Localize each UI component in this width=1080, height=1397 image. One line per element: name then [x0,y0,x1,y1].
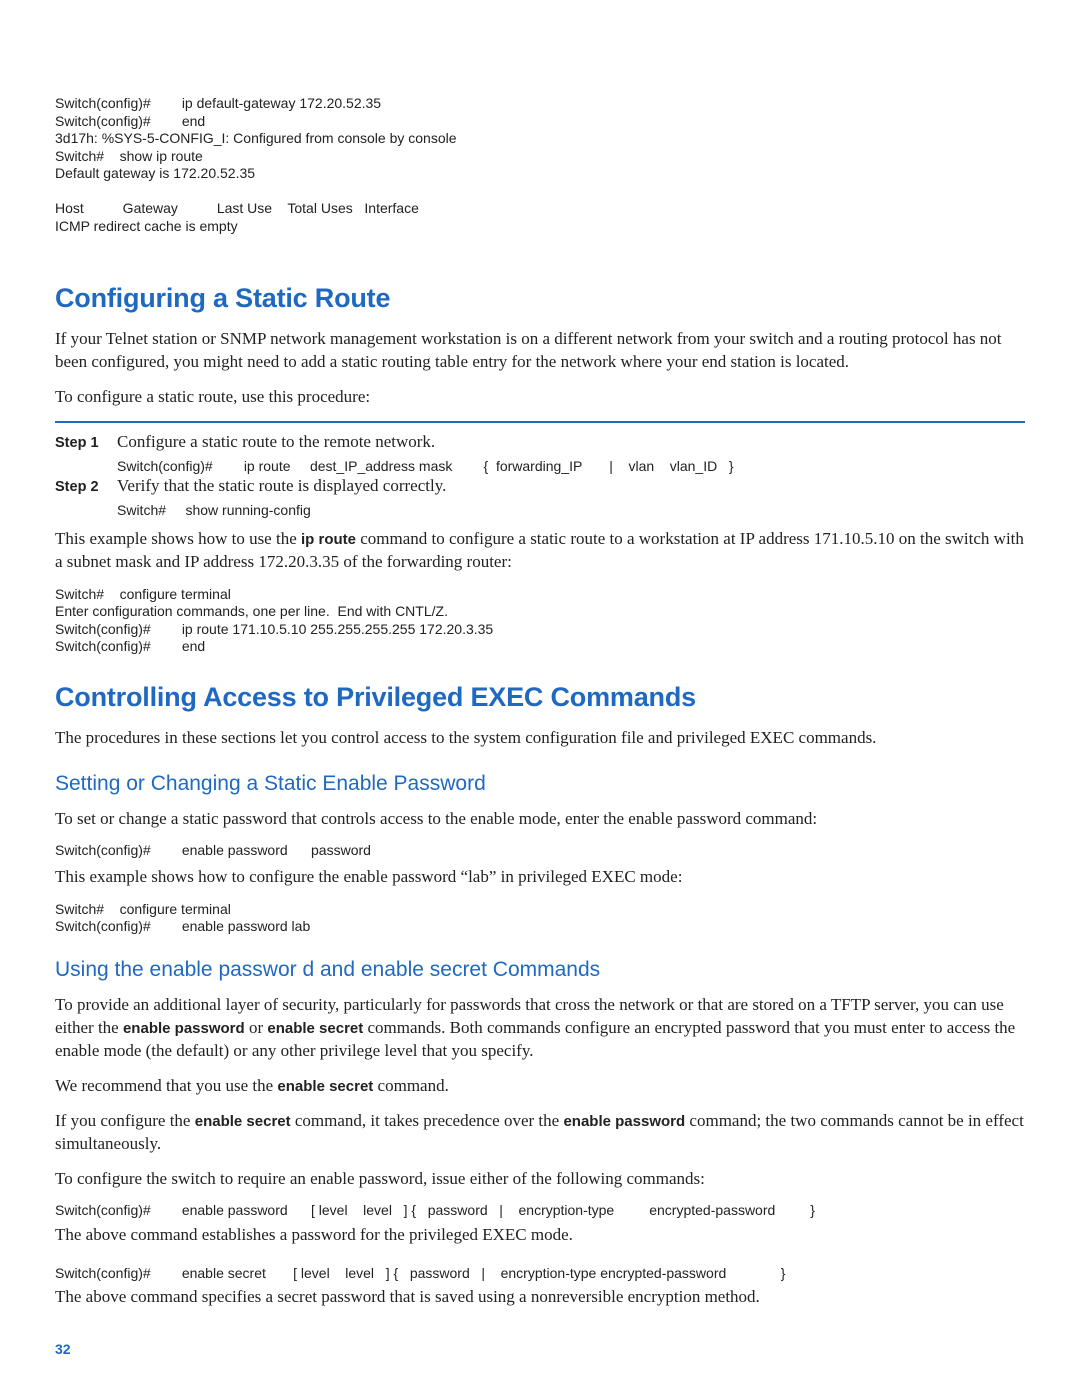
inline-command: enable password [563,1113,685,1130]
terminal-output-2: Switch# configure terminal Enter configu… [55,586,1025,656]
step-label: Step 1 [55,435,117,451]
step-row-2: Step 2 Verify that the static route is d… [55,475,1025,498]
paragraph: The above command establishes a password… [55,1224,1025,1247]
paragraph: If your Telnet station or SNMP network m… [55,328,1025,374]
terminal-output-1: Switch(config)# ip default-gateway 172.2… [55,95,1025,235]
inline-command: enable secret [267,1020,363,1037]
paragraph: This example shows how to configure the … [55,866,1025,889]
paragraph: If you configure the enable secret comma… [55,1110,1025,1156]
page-number: 32 [55,1341,71,1357]
step-text: Configure a static route to the remote n… [117,431,435,454]
step-text: Verify that the static route is displaye… [117,475,446,498]
inline-command: enable secret [277,1078,373,1095]
text-run: If you configure the [55,1111,195,1130]
paragraph: The procedures in these sections let you… [55,727,1025,750]
step-command-2: Switch# show running-config [117,502,1025,520]
paragraph: To configure a static route, use this pr… [55,386,1025,409]
command-line: Switch(config)# enable password [ level … [55,1202,1025,1220]
paragraph: We recommend that you use the enable sec… [55,1075,1025,1098]
text-run: We recommend that you use the [55,1076,277,1095]
inline-command: enable password [123,1020,245,1037]
text-run: command, it takes precedence over the [291,1111,564,1130]
text-run: command. [373,1076,449,1095]
step-command-1: Switch(config)# ip route dest_IP_address… [117,458,1025,476]
command-line: Switch(config)# enable password password [55,842,1025,860]
paragraph: The above command specifies a secret pas… [55,1286,1025,1309]
subsection-heading-static-enable-password: Setting or Changing a Static Enable Pass… [55,772,1025,796]
text-run: This example shows how to use the [55,529,301,548]
section-heading-static-route: Configuring a Static Route [55,283,1025,314]
document-page: Switch(config)# ip default-gateway 172.2… [0,0,1080,1397]
text-run: or [245,1018,268,1037]
paragraph: To configure the switch to require an en… [55,1168,1025,1191]
step-label: Step 2 [55,479,117,495]
steps-block: Step 1 Configure a static route to the r… [55,421,1025,520]
step-row-1: Step 1 Configure a static route to the r… [55,431,1025,454]
paragraph: This example shows how to use the ip rou… [55,528,1025,574]
paragraph: To provide an additional layer of securi… [55,994,1025,1063]
inline-command: enable secret [195,1113,291,1130]
section-heading-privileged-exec: Controlling Access to Privileged EXEC Co… [55,682,1025,713]
command-line: Switch(config)# enable secret [ level le… [55,1265,1025,1283]
subsection-heading-enable-secret: Using the enable passwor d and enable se… [55,958,1025,982]
inline-command: ip route [301,531,356,548]
paragraph: To set or change a static password that … [55,808,1025,831]
terminal-output-3: Switch# configure terminal Switch(config… [55,901,1025,936]
